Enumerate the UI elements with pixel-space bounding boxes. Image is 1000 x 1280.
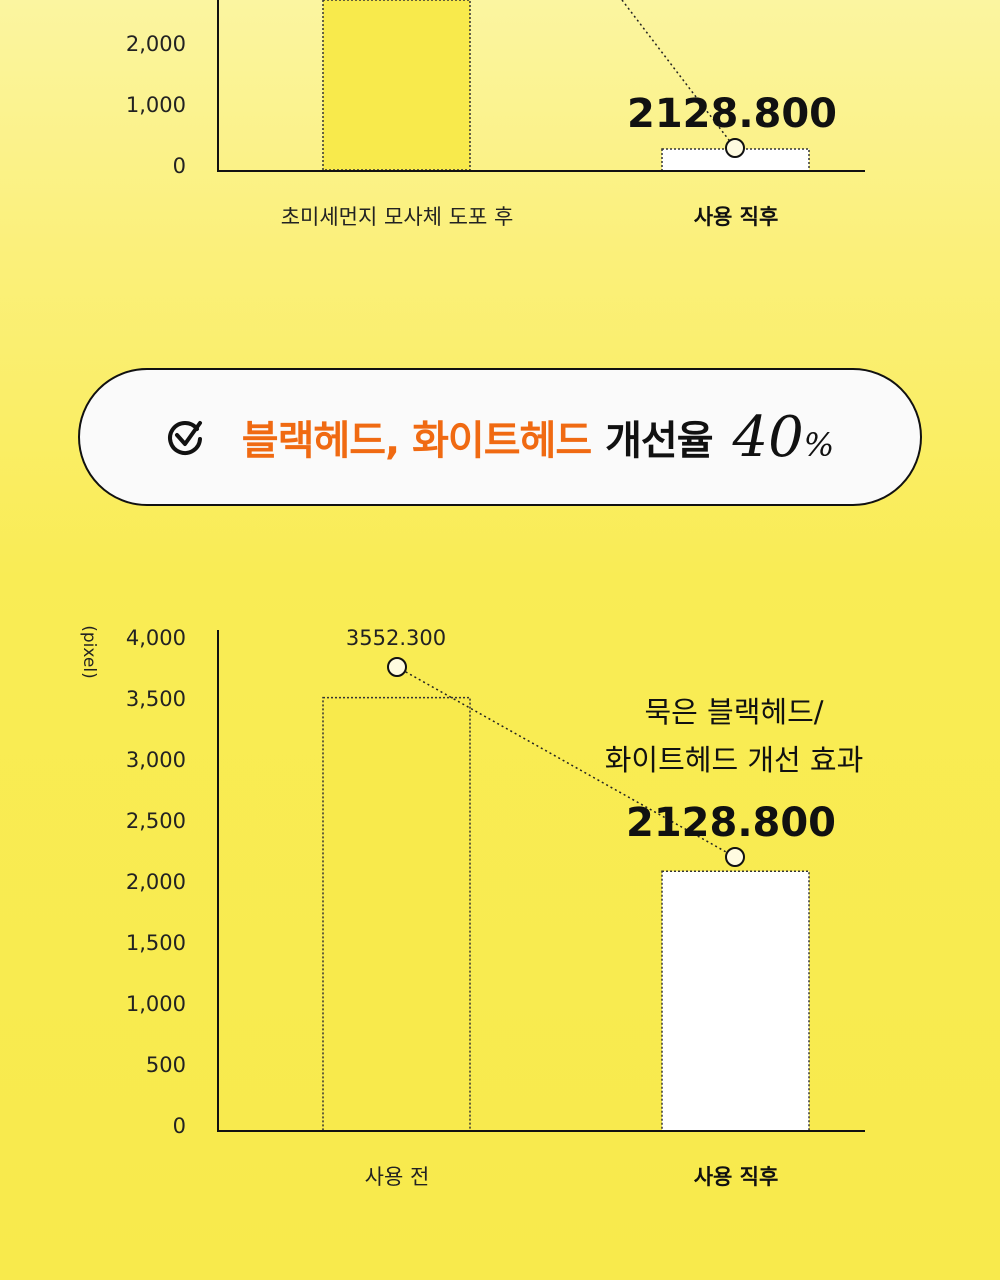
- chart2-data-label-after: 2128.800: [626, 800, 836, 846]
- chart1-category-1: 초미세먼지 모사체 도포 후: [281, 205, 514, 229]
- result-banner: 블랙헤드, 화이트헤드 개선율 40%: [78, 368, 922, 506]
- chart2-y-tick: 2,000: [126, 870, 186, 894]
- chart2-annotation-line1: 묵은 블랙헤드/: [644, 695, 823, 729]
- chart1-data-label-after: 2128.800: [627, 91, 837, 137]
- chart1-y-tick: 0: [173, 154, 186, 178]
- chart2-category-2: 사용 직후: [694, 1165, 779, 1189]
- chart2-data-label-before: 3552.300: [346, 626, 446, 650]
- chart1-y-tick: 1,000: [126, 93, 186, 117]
- chart2-annotation-line2: 화이트헤드 개선 효과: [605, 743, 864, 777]
- chart2-point-after: [725, 847, 745, 867]
- chart2-y-tick: 3,000: [126, 748, 186, 772]
- chart2-bar-after: [661, 870, 810, 1132]
- chart2-y-tick: 500: [146, 1053, 186, 1077]
- chart2-connector-line: [396, 666, 736, 858]
- chart2-point-before: [387, 657, 407, 677]
- chart2-y-tick: 2,500: [126, 809, 186, 833]
- chart1-point-after: [725, 138, 745, 158]
- chart2-y-tick: 4,000: [126, 626, 186, 650]
- banner-highlight: 블랙헤드, 화이트헤드: [241, 418, 592, 464]
- chart1-y-tick: 2,000: [126, 32, 186, 56]
- chart1-bar-before: [322, 0, 471, 171]
- banner-percent: 40%: [732, 404, 835, 470]
- chart2-category-1: 사용 전: [365, 1165, 430, 1189]
- chart2-y-tick: 1,000: [126, 992, 186, 1016]
- chart-1: 0 1,000 2,000 2128.800 초미세먼지 모사체 도포 후 사용 직…: [126, 0, 865, 229]
- chart2-y-tick: 1,500: [126, 931, 186, 955]
- chart2-y-tick: 0: [173, 1114, 186, 1138]
- chart1-connector-line: [621, 0, 736, 149]
- chart2-y-unit: (pixel): [79, 625, 99, 679]
- banner-text: 개선율: [605, 418, 713, 464]
- check-circle-icon: [167, 421, 202, 456]
- chart1-category-2: 사용 직후: [694, 205, 779, 229]
- chart2-y-tick: 3,500: [126, 687, 186, 711]
- chart2-bar-before: [322, 696, 471, 1132]
